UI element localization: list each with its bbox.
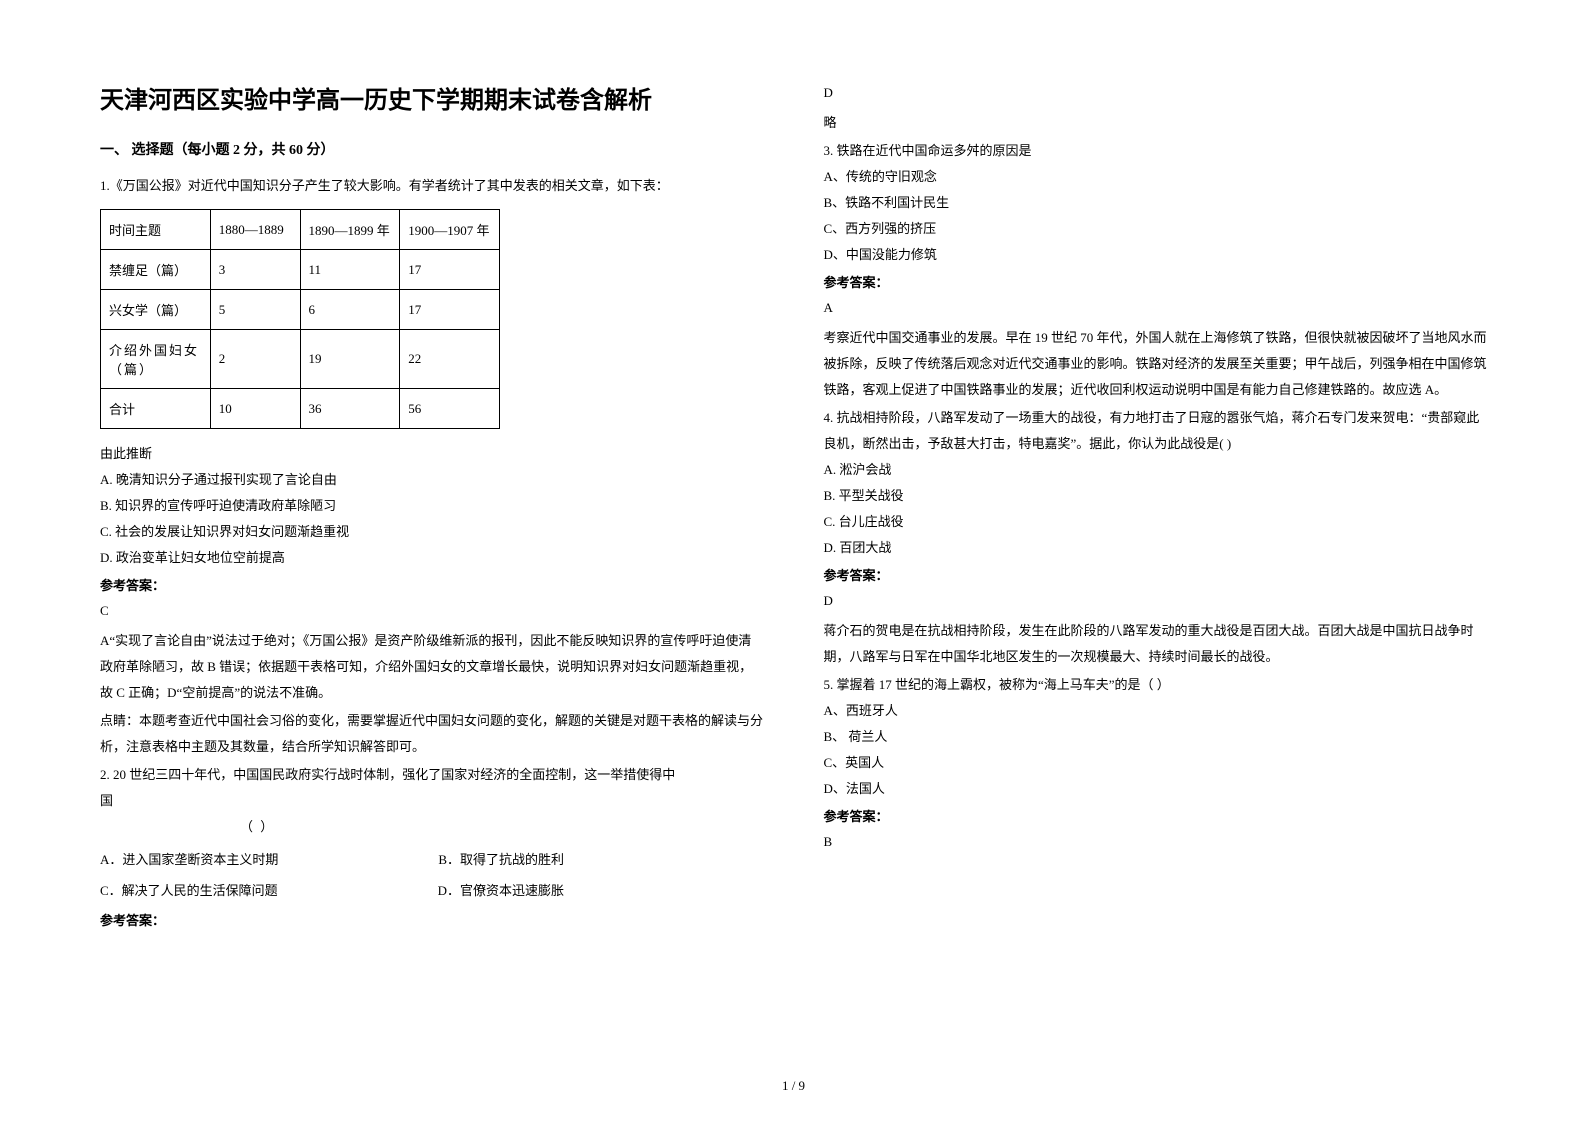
answer-label: 参考答案： bbox=[100, 910, 764, 929]
right-column: D 略 3. 铁路在近代中国命运多舛的原因是 A、传统的守旧观念 B、铁路不利国… bbox=[824, 80, 1488, 1082]
table-cell: 介绍外国妇女（篇） bbox=[101, 330, 211, 389]
q2-explain: 略 bbox=[824, 110, 1488, 136]
table-row: 禁缠足（篇） 3 11 17 bbox=[101, 250, 500, 290]
q5-option-d: D、法国人 bbox=[824, 776, 1488, 802]
page: 天津河西区实验中学高一历史下学期期末试卷含解析 一、 选择题（每小题 2 分，共… bbox=[0, 0, 1587, 1122]
q1-after-table: 由此推断 bbox=[100, 441, 764, 467]
table-cell: 17 bbox=[400, 290, 500, 330]
q5-option-c: C、英国人 bbox=[824, 750, 1488, 776]
q5-option-a: A、西班牙人 bbox=[824, 698, 1488, 724]
table-row: 时间主题 1880—1889 1890—1899 年 1900—1907 年 bbox=[101, 210, 500, 250]
q4-option-c: C. 台儿庄战役 bbox=[824, 509, 1488, 535]
left-column: 天津河西区实验中学高一历史下学期期末试卷含解析 一、 选择题（每小题 2 分，共… bbox=[100, 80, 764, 1082]
q2-option-b: B．取得了抗战的胜利 bbox=[438, 844, 564, 875]
q3-option-c: C、西方列强的挤压 bbox=[824, 216, 1488, 242]
q3-option-d: D、中国没能力修筑 bbox=[824, 242, 1488, 268]
table-cell: 56 bbox=[400, 389, 500, 429]
q1-table: 时间主题 1880—1889 1890—1899 年 1900—1907 年 禁… bbox=[100, 209, 500, 429]
q3-answer: A bbox=[824, 295, 1488, 321]
q1-answer: C bbox=[100, 598, 764, 624]
table-cell: 11 bbox=[300, 250, 400, 290]
q1-stem: 1.《万国公报》对近代中国知识分子产生了较大影响。有学者统计了其中发表的相关文章… bbox=[100, 173, 764, 199]
table-cell: 17 bbox=[400, 250, 500, 290]
q2: 2. 20 世纪三四十年代，中国国民政府实行战时体制，强化了国家对经济的全面控制… bbox=[100, 762, 764, 906]
q2-stem-line1: 2. 20 世纪三四十年代，中国国民政府实行战时体制，强化了国家对经济的全面控制… bbox=[100, 762, 764, 788]
q5-stem: 5. 掌握着 17 世纪的海上霸权，被称为“海上马车夫”的是（ ） bbox=[824, 672, 1488, 698]
table-cell: 19 bbox=[300, 330, 400, 389]
page-footer: 1 / 9 bbox=[0, 1078, 1587, 1094]
q4-stem: 4. 抗战相持阶段，八路军发动了一场重大的战役，有力地打击了日寇的嚣张气焰，蒋介… bbox=[824, 405, 1488, 457]
q3-option-a: A、传统的守旧观念 bbox=[824, 164, 1488, 190]
answer-label: 参考答案： bbox=[100, 575, 764, 594]
table-row: 介绍外国妇女（篇） 2 19 22 bbox=[101, 330, 500, 389]
q2-option-d: D．官僚资本迅速膨胀 bbox=[438, 875, 564, 906]
q2-option-c: C．解决了人民的生活保障问题 bbox=[100, 875, 278, 906]
table-cell: 6 bbox=[300, 290, 400, 330]
q1-option-a: A. 晚清知识分子通过报刊实现了言论自由 bbox=[100, 467, 764, 493]
table-cell: 时间主题 bbox=[101, 210, 211, 250]
q1-explain-1: A“实现了言论自由”说法过于绝对；《万国公报》是资产阶级维新派的报刊，因此不能反… bbox=[100, 628, 764, 706]
q2-option-a: A．进入国家垄断资本主义时期 bbox=[100, 844, 278, 875]
table-row: 兴女学（篇） 5 6 17 bbox=[101, 290, 500, 330]
table-cell: 兴女学（篇） bbox=[101, 290, 211, 330]
q2-stem-line2: 国 bbox=[100, 788, 764, 814]
q1-explain-2: 点睛：本题考查近代中国社会习俗的变化，需要掌握近代中国妇女问题的变化，解题的关键… bbox=[100, 708, 764, 760]
q2-paren: （ ） bbox=[240, 814, 764, 840]
table-cell: 36 bbox=[300, 389, 400, 429]
table-cell: 1880—1889 bbox=[210, 210, 300, 250]
table-row: 合计 10 36 56 bbox=[101, 389, 500, 429]
q3-stem: 3. 铁路在近代中国命运多舛的原因是 bbox=[824, 138, 1488, 164]
section-heading: 一、 选择题（每小题 2 分，共 60 分） bbox=[100, 139, 764, 159]
q4-option-b: B. 平型关战役 bbox=[824, 483, 1488, 509]
answer-label: 参考答案： bbox=[824, 565, 1488, 584]
table-cell: 1890—1899 年 bbox=[300, 210, 400, 250]
q4-option-a: A. 淞沪会战 bbox=[824, 457, 1488, 483]
q1-option-b: B. 知识界的宣传呼吁迫使清政府革除陋习 bbox=[100, 493, 764, 519]
table-cell: 1900—1907 年 bbox=[400, 210, 500, 250]
table-cell: 合计 bbox=[101, 389, 211, 429]
q5-option-b: B、 荷兰人 bbox=[824, 724, 1488, 750]
table-cell: 2 bbox=[210, 330, 300, 389]
q4-explain: 蒋介石的贺电是在抗战相持阶段，发生在此阶段的八路军发动的重大战役是百团大战。百团… bbox=[824, 618, 1488, 670]
answer-label: 参考答案： bbox=[824, 272, 1488, 291]
table-cell: 3 bbox=[210, 250, 300, 290]
q3-option-b: B、铁路不利国计民生 bbox=[824, 190, 1488, 216]
q1-option-c: C. 社会的发展让知识界对妇女问题渐趋重视 bbox=[100, 519, 764, 545]
page-title: 天津河西区实验中学高一历史下学期期末试卷含解析 bbox=[100, 80, 764, 115]
q2-answer: D bbox=[824, 80, 1488, 106]
table-cell: 22 bbox=[400, 330, 500, 389]
answer-label: 参考答案： bbox=[824, 806, 1488, 825]
q4-answer: D bbox=[824, 588, 1488, 614]
q1-option-d: D. 政治变革让妇女地位空前提高 bbox=[100, 545, 764, 571]
table-cell: 5 bbox=[210, 290, 300, 330]
table-cell: 10 bbox=[210, 389, 300, 429]
q5-answer: B bbox=[824, 829, 1488, 855]
table-cell: 禁缠足（篇） bbox=[101, 250, 211, 290]
q4-option-d: D. 百团大战 bbox=[824, 535, 1488, 561]
q3-explain: 考察近代中国交通事业的发展。早在 19 世纪 70 年代，外国人就在上海修筑了铁… bbox=[824, 325, 1488, 403]
